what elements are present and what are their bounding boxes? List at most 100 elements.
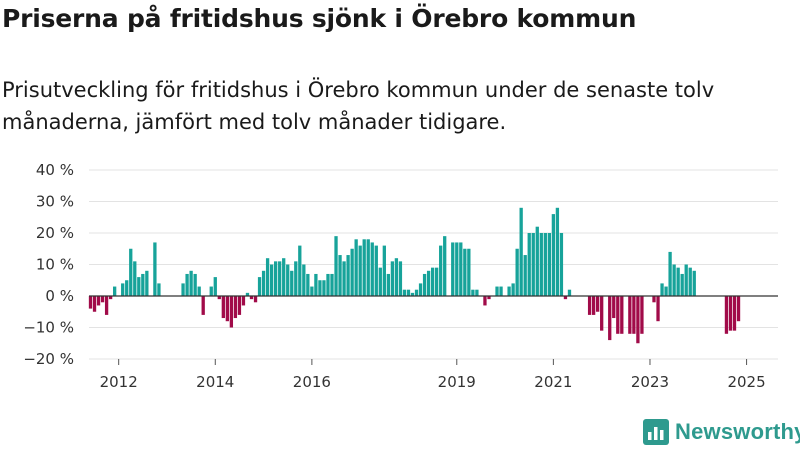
bar (141, 273, 145, 296)
bar (439, 245, 443, 296)
brand-name: Newsworthy (675, 419, 800, 444)
x-tick-label: 2023 (631, 373, 669, 391)
x-tick-label: 2012 (100, 373, 138, 391)
bar (346, 255, 350, 296)
bar (257, 277, 262, 296)
bar (587, 296, 592, 315)
bar (282, 258, 286, 296)
bars (88, 207, 741, 344)
bar (125, 280, 129, 296)
bar (350, 248, 354, 296)
bar (274, 261, 278, 296)
bar (406, 289, 411, 296)
bar (366, 239, 370, 296)
y-tick-label: 30 % (36, 193, 74, 211)
bar (535, 226, 539, 296)
bar (253, 296, 258, 303)
bar (362, 239, 366, 296)
bar (153, 242, 157, 296)
bar (616, 296, 620, 334)
bar (736, 296, 741, 322)
bar (628, 296, 632, 334)
newsworthy-logo: Newsworthy (643, 419, 800, 445)
bar (507, 286, 511, 296)
bar (181, 283, 185, 296)
bar (108, 296, 113, 300)
bar (652, 296, 656, 303)
y-tick-label: −10 % (23, 319, 74, 337)
bar (334, 236, 338, 296)
bar (688, 267, 692, 296)
chart-title: Priserna på fritidshus sjönk i Örebro ko… (2, 4, 637, 33)
bar (463, 248, 467, 296)
bar (591, 296, 596, 315)
bar (672, 264, 676, 296)
bar (600, 296, 604, 331)
bar (559, 233, 564, 296)
bar (318, 280, 322, 296)
x-tick-label: 2019 (438, 373, 476, 391)
bar (692, 270, 696, 296)
y-axis-labels: 40 % 30 % 20 % 10 % 0 % −10 % −20 % (23, 161, 74, 368)
bar (269, 264, 274, 296)
bar (676, 267, 680, 296)
bar (398, 261, 403, 296)
bar (636, 296, 640, 344)
bar (543, 233, 547, 296)
bar (221, 296, 225, 319)
bar (306, 273, 310, 296)
y-tick-label: 0 % (45, 287, 74, 305)
bar (608, 296, 612, 341)
bar (133, 261, 137, 296)
bar (185, 273, 189, 296)
bar (358, 245, 362, 296)
bar (298, 245, 302, 296)
bar (386, 273, 390, 296)
bar (294, 261, 298, 296)
bar (96, 296, 101, 306)
bar (519, 207, 523, 296)
bar (326, 273, 330, 296)
bar (209, 286, 213, 296)
bar (237, 296, 242, 315)
bar (354, 239, 358, 296)
y-tick-label: 20 % (36, 224, 74, 242)
y-tick-label: 10 % (36, 256, 74, 274)
bar (314, 273, 318, 296)
bar (487, 296, 491, 300)
last-value-label: −8 % (765, 150, 800, 154)
bar (483, 296, 487, 306)
bar (475, 289, 479, 296)
y-tick-label: −20 % (23, 350, 74, 368)
bar (189, 270, 193, 296)
x-tick-label: 2021 (534, 373, 572, 391)
bar (495, 286, 499, 296)
bar (459, 242, 463, 296)
bar (596, 296, 600, 312)
x-axis: 2012 2014 2016 2019 2021 2023 2025 (100, 359, 766, 391)
bar (213, 277, 217, 296)
chart-subtitle: Prisutveckling för fritidshus i Örebro k… (2, 78, 715, 134)
bar (121, 283, 125, 296)
bar (233, 296, 238, 319)
bar (374, 245, 378, 296)
bar (656, 296, 660, 322)
bar (515, 248, 519, 296)
bar (684, 264, 688, 296)
bar (660, 283, 664, 296)
bar (249, 296, 254, 300)
bar (620, 296, 624, 334)
bar (382, 245, 386, 296)
bar (129, 248, 133, 296)
bar (664, 286, 668, 296)
bar (467, 248, 471, 296)
bar (302, 264, 306, 296)
bar (471, 289, 475, 296)
bar (551, 214, 556, 296)
bar (261, 270, 266, 296)
bar (499, 286, 503, 296)
bar (390, 261, 395, 296)
bar (197, 286, 201, 296)
bar (104, 296, 109, 315)
bar (145, 270, 149, 296)
